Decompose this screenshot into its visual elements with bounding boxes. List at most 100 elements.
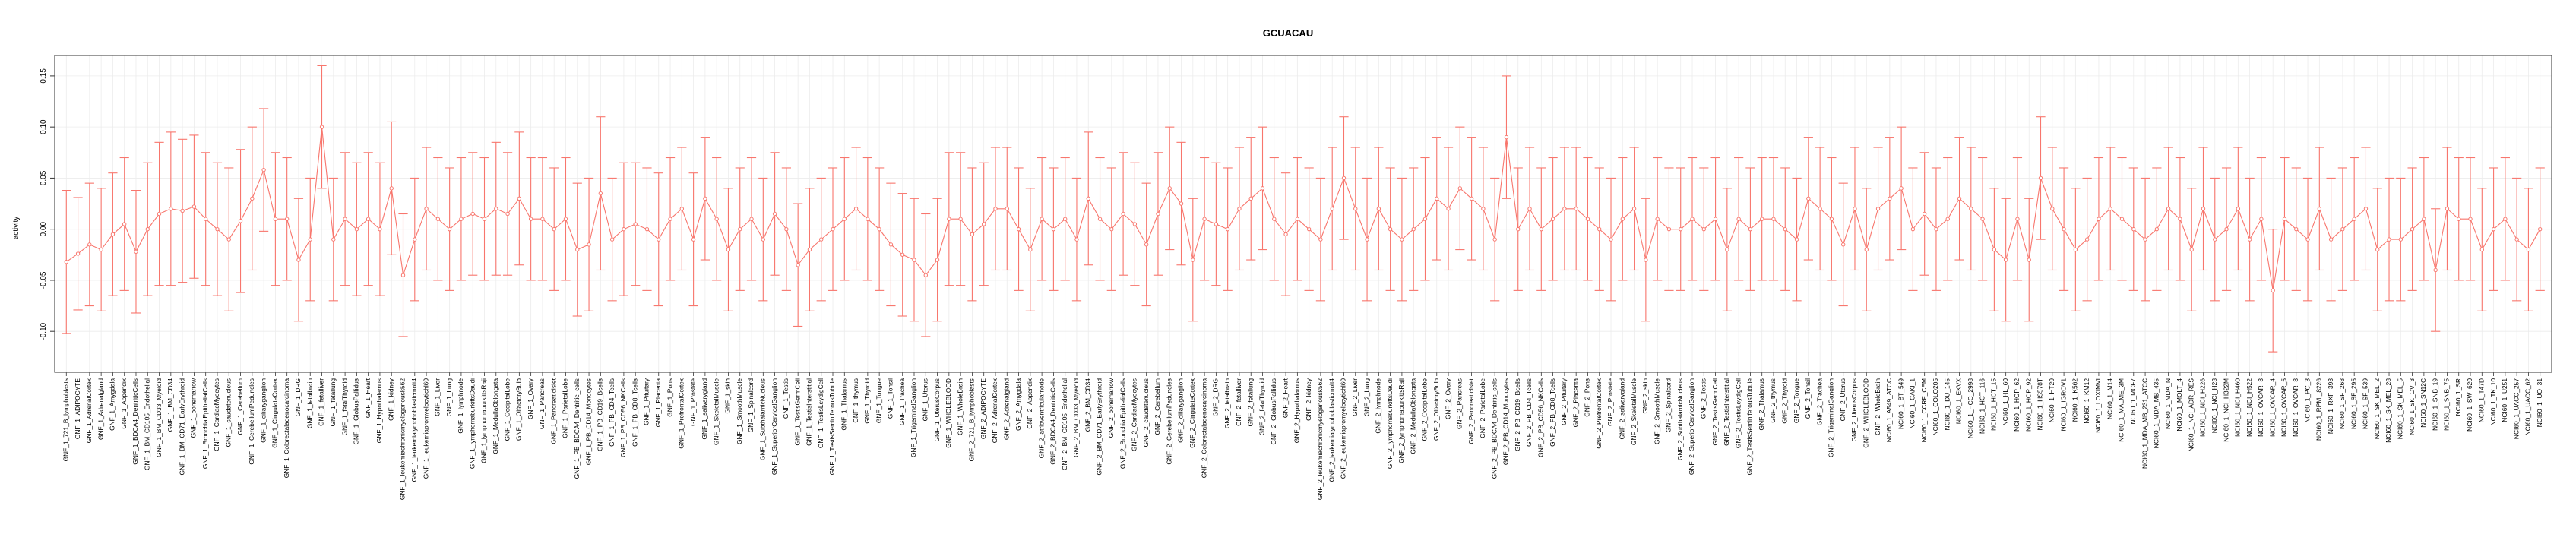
data-point	[1609, 237, 1613, 242]
data-point	[900, 252, 905, 258]
x-tick-label: GNF_1_PrefrontalCortex	[678, 378, 685, 448]
data-point	[354, 226, 359, 232]
x-tick-label: GNF_1_SuperiorCervicalGanglion	[771, 378, 778, 475]
x-tick-label: GNF_1_BDCA4_DentriticCells	[131, 378, 139, 465]
x-tick-label: GNF_1_Thalamus	[840, 378, 848, 430]
data-point	[2027, 258, 2031, 262]
data-point	[1086, 196, 1090, 201]
x-tick-label: GNF_1_PB_CD19_Bcells	[597, 378, 604, 451]
x-tick-label: GNF_2_lymphomaburkittsRaji	[1397, 378, 1405, 463]
x-tick-label: GNF_1_fetalbrain	[305, 378, 313, 428]
data-point	[2363, 207, 2369, 211]
data-point	[1202, 217, 1207, 221]
y-tick-label: 0.05	[40, 170, 48, 185]
data-point	[749, 217, 754, 221]
x-tick-label: GNF_2_Adrenalgland	[1002, 378, 1010, 440]
x-tick-label: NCI60_1_IGROV1	[2059, 378, 2067, 432]
data-point	[691, 237, 696, 242]
data-point	[343, 217, 347, 221]
x-tick-label: GNF_1_Placenta	[654, 378, 662, 428]
data-point	[1679, 226, 1683, 232]
x-tick-label: GNF_2_BDCA4_DentriticCells	[1049, 378, 1057, 465]
x-tick-label: NCI60_1_RPMI_8226	[2315, 378, 2323, 441]
x-tick-label: GNF_2_leukemiachronicmyelogenousk562	[1316, 378, 1324, 500]
x-tick-label: NCI60_1_OVCAR_8	[2292, 378, 2299, 437]
x-tick-label: GNF_2_Colorectaladenocarcinoma	[1200, 378, 1207, 479]
x-tick-label: GNF_2_PB_BDCA4_Dentritic_cells	[1490, 378, 1498, 479]
x-tick-label: GNF_2_PB_CD14_Monocytes	[1502, 378, 1510, 465]
data-point	[2514, 237, 2519, 242]
x-tick-label: GNF_2_Lung	[1362, 378, 1370, 417]
x-tick-label: NCI60_1_MDA_MB_435	[2153, 378, 2160, 449]
data-point	[319, 125, 324, 129]
data-point	[784, 226, 789, 232]
data-point	[435, 217, 441, 221]
x-tick-label: NCI60_1_NCI_ADR_RES	[2187, 378, 2195, 452]
y-tick-label: -0.05	[40, 271, 48, 289]
data-point	[459, 217, 464, 221]
data-point	[2282, 217, 2287, 221]
data-point	[1736, 217, 1741, 221]
x-tick-label: NCI60_1_CAKI_1	[1909, 378, 1916, 429]
data-point	[1631, 207, 1637, 211]
x-tick-label: GNF_1_Uterus	[921, 378, 929, 421]
x-tick-label: GNF_2_MedullaOblongata	[1409, 378, 1416, 454]
x-tick-label: GNF_2_OccipitalLobe	[1421, 378, 1429, 441]
data-point	[2015, 217, 2020, 221]
data-point	[935, 258, 940, 262]
data-point	[609, 237, 615, 242]
data-point	[1783, 226, 1787, 232]
data-point	[157, 211, 162, 217]
x-tick-label: GNF_1_BronchialEpithelialCells	[201, 378, 209, 469]
y-tick-label: 0.00	[40, 222, 48, 237]
x-tick-label: GNF_2_SubthalamicNucleus	[1676, 378, 1684, 460]
data-point	[191, 204, 197, 209]
x-tick-label: GNF_2_lymphnode	[1375, 378, 1382, 434]
data-point	[250, 196, 255, 201]
x-tick-label: GNF_2_PB_CD4_Tcells	[1525, 378, 1533, 447]
data-point	[575, 247, 580, 252]
data-point	[703, 196, 707, 201]
data-point	[1481, 207, 1486, 211]
x-tick-label: GNF_1_Lung	[445, 378, 453, 417]
x-tick-label: GNF_1_UterusCorpus	[933, 378, 941, 441]
x-tick-label: GNF_1_PancreaticIslet	[549, 378, 557, 444]
data-point	[494, 207, 498, 211]
data-point	[1713, 217, 1718, 221]
data-point	[714, 217, 719, 221]
data-point	[958, 217, 963, 221]
x-tick-label: NCI60_1_KM12	[2083, 378, 2090, 424]
x-tick-label: GNF_2_CerebellumPeduncles	[1165, 378, 1172, 465]
x-tick-label: GNF_2_PancreaticIslet	[1467, 378, 1475, 444]
x-tick-label: GNF_2_Placenta	[1571, 378, 1579, 428]
x-tick-label: NCI60_1_SF_295	[2350, 378, 2357, 429]
x-tick-label: GNF_2_bonemarrow	[1107, 378, 1115, 438]
data-point	[169, 207, 173, 211]
data-point	[470, 211, 475, 217]
data-point	[1516, 226, 1521, 232]
x-tick-label: NCI60_1_SF_268	[2338, 378, 2346, 429]
x-tick-label: NCI60_1_HOP_92	[2024, 378, 2032, 432]
x-tick-label: GNF_2_SmoothMuscle	[1653, 378, 1660, 444]
x-tick-label: GNF_1_PB_CD8_Tcells	[631, 378, 638, 447]
x-tick-label: GNF_1_TrigeminalGanglion	[910, 378, 917, 457]
x-tick-label: GNF_1_Liver	[434, 378, 441, 416]
data-point	[1806, 196, 1811, 201]
data-point	[1330, 207, 1334, 211]
x-tick-label: NCI60_1_MCF7	[2129, 378, 2137, 425]
data-point	[1701, 226, 1706, 232]
data-point	[1562, 207, 1567, 211]
data-point	[517, 196, 522, 201]
x-tick-label: GNF_1_TestisInterstitial	[805, 378, 813, 446]
data-point	[2398, 237, 2404, 242]
x-tick-label: GNF_1_WHOLEBLOOD	[945, 378, 952, 448]
x-tick-label: GNF_1_leukemiachronicmyelogenousk562	[399, 378, 407, 500]
x-tick-label: GNF_1_caudatenucleus	[224, 378, 232, 447]
x-tick-label: NCI60_1_HT29	[2048, 378, 2055, 423]
x-tick-label: GNF_2_Pituitary	[1560, 378, 1568, 425]
x-tick-label: GNF_2_Pancreas	[1456, 378, 1464, 429]
data-point	[1980, 217, 1985, 221]
x-tick-label: NCI60_1_PC_3	[2303, 378, 2311, 423]
x-tick-label: GNF_2_OlfactoryBulb	[1432, 378, 1440, 441]
x-tick-label: GNF_2_Thyroid	[1780, 378, 1788, 424]
